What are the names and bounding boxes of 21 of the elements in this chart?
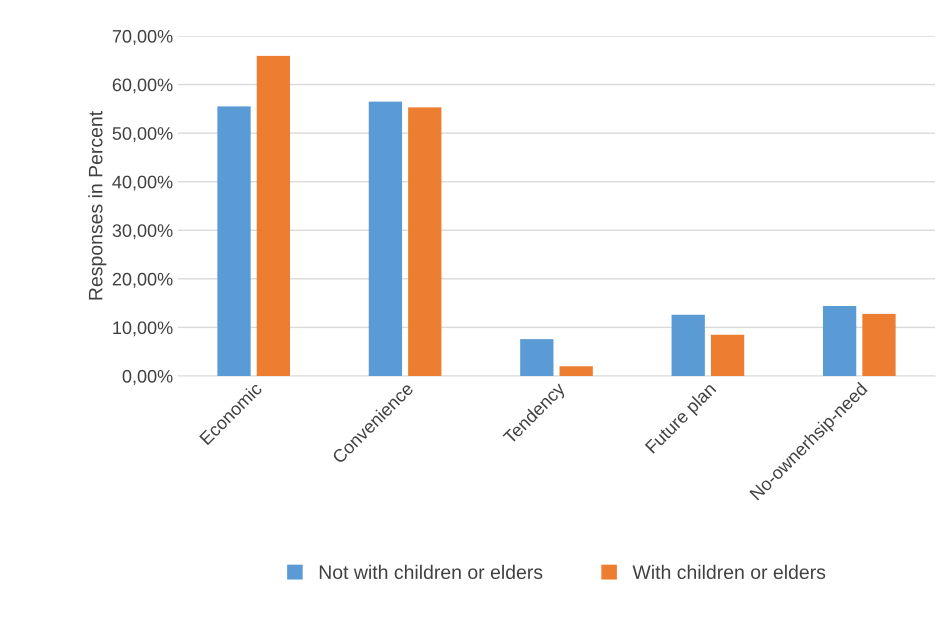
legend-label: Not with children or elders — [320, 564, 542, 580]
y-axis-title: Responses in Percent — [88, 111, 106, 300]
bar — [822, 306, 856, 376]
bar — [862, 314, 896, 376]
bar — [710, 334, 744, 376]
bar — [560, 366, 593, 376]
y-tick-label: 70,00% — [112, 30, 172, 45]
bar — [256, 56, 290, 376]
y-tick-label: 30,00% — [112, 224, 172, 240]
legend-label: With children or elders — [632, 564, 826, 580]
bar — [217, 106, 251, 376]
y-tick-label: 50,00% — [112, 127, 172, 142]
y-tick-label: 10,00% — [113, 321, 172, 336]
y-tick-label: 20,00% — [112, 272, 172, 288]
bar — [368, 102, 402, 376]
bar — [520, 339, 554, 376]
y-tick-label: 60,00% — [112, 78, 172, 94]
y-tick-label: 0,00% — [122, 370, 172, 385]
bar — [672, 314, 705, 376]
bar — [408, 107, 442, 376]
y-tick-label: 40,00% — [112, 176, 172, 191]
